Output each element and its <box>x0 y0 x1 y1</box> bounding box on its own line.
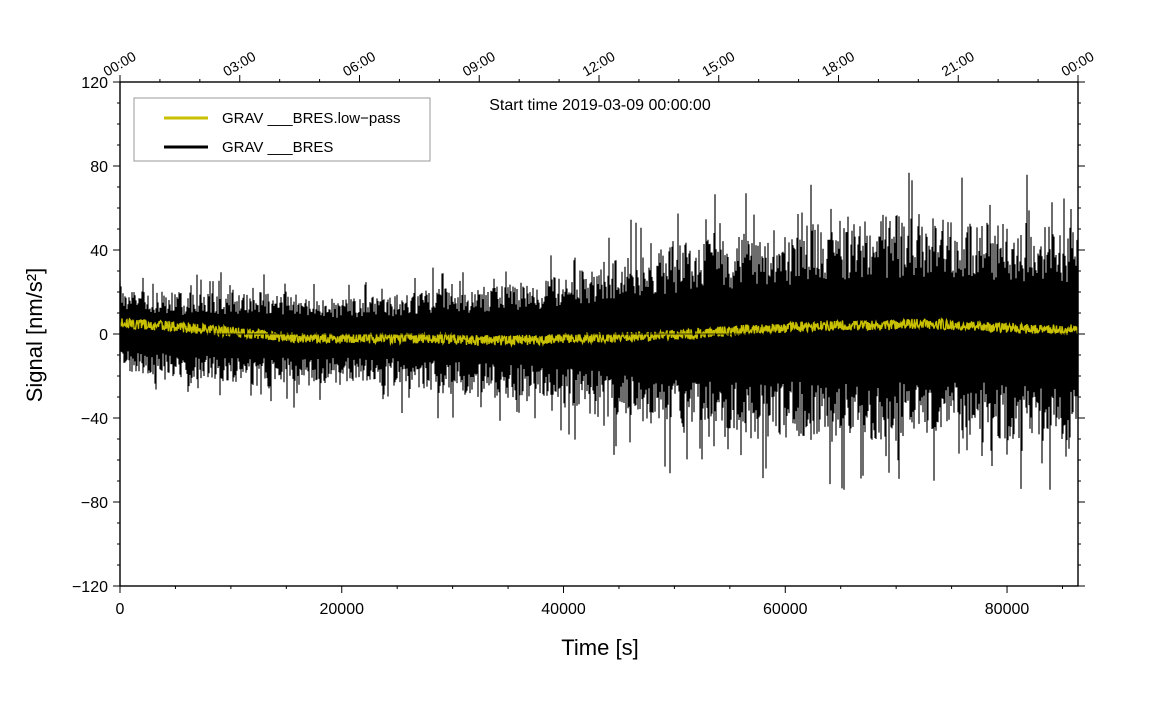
top-tick-label: 00:00 <box>1058 48 1097 79</box>
chart-title: Start time 2019-03-09 00:00:00 <box>489 97 711 114</box>
x-axis-label: Time [s] <box>561 635 638 660</box>
top-time-axis: 00:00 03:00 06:00 09:00 12:00 15:00 18:00 21:00… <box>100 48 1097 82</box>
x-tick-label: 80000 <box>985 601 1030 618</box>
y-tick-label: −80 <box>81 495 108 512</box>
y-tick-label: 40 <box>90 243 108 260</box>
top-tick-label: 12:00 <box>579 48 618 79</box>
top-tick-label: 15:00 <box>699 48 738 79</box>
y-tick-label: 120 <box>81 75 108 92</box>
x-tick-label: 60000 <box>763 601 808 618</box>
y-tick-label: −40 <box>81 411 108 428</box>
top-tick-label: 18:00 <box>819 48 858 79</box>
legend: GRAV ___BRES.low−pass GRAV ___BRES <box>133 97 431 162</box>
top-tick-label: 06:00 <box>340 48 379 79</box>
y-axis: −120 −80 −40 0 40 80 120 <box>72 75 1085 596</box>
plot-area <box>119 172 1079 490</box>
legend-box <box>133 97 431 162</box>
x-tick-label: 20000 <box>320 601 365 618</box>
y-axis-label: Signal [nm/s²] <box>22 268 47 403</box>
x-tick-label: 40000 <box>541 601 586 618</box>
legend-label-raw: GRAV ___BRES <box>222 139 333 156</box>
top-tick-label: 21:00 <box>939 48 978 79</box>
y-tick-label: 80 <box>90 159 108 176</box>
series-line-lowpass <box>119 316 1079 348</box>
y-tick-label: −120 <box>72 579 108 596</box>
x-axis: 0 20000 40000 60000 80000 <box>116 586 1063 618</box>
top-tick-label: 09:00 <box>460 48 499 79</box>
top-tick-label: 03:00 <box>220 48 259 79</box>
y-tick-label: 0 <box>99 327 108 344</box>
legend-label-lowpass: GRAV ___BRES.low−pass <box>222 110 401 127</box>
top-tick-label: 00:00 <box>100 48 139 79</box>
x-tick-label: 0 <box>116 601 125 618</box>
